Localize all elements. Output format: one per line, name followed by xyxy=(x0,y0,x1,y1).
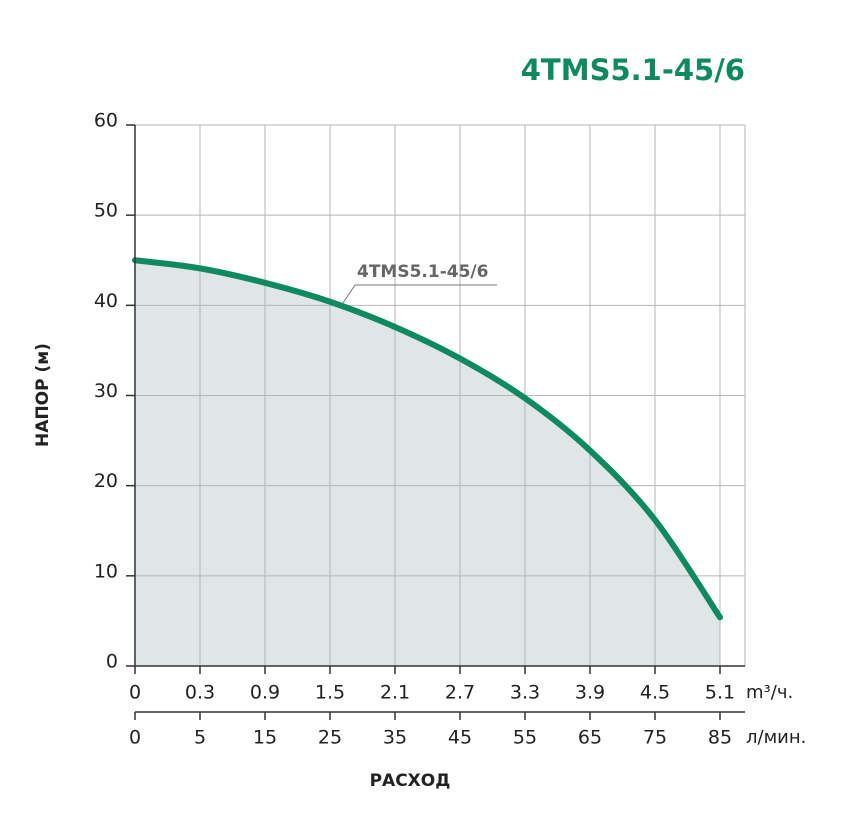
curve-annotation: 4TMS5.1-45/6 xyxy=(357,262,488,282)
x2-tick-label: 35 xyxy=(383,727,407,749)
y-tick-label: 0 xyxy=(106,651,118,673)
x-tick-label: 3.3 xyxy=(510,682,540,704)
area xyxy=(135,260,720,666)
x-tick-label: 5.1 xyxy=(705,682,735,704)
plot-area xyxy=(132,124,746,667)
y-tick-label: 30 xyxy=(94,380,118,402)
y-tick-label: 20 xyxy=(94,470,118,492)
x-unit: m³/ч. xyxy=(746,682,793,703)
y-tick-label: 10 xyxy=(94,560,118,582)
x-tick-label: 4.5 xyxy=(640,682,670,704)
chart-title: 4TMS5.1-45/6 xyxy=(521,53,745,87)
curve xyxy=(132,257,723,621)
x-tick-label: 0.3 xyxy=(185,682,215,704)
y-tick-label: 60 xyxy=(94,110,118,132)
x2-tick-label: 65 xyxy=(578,727,602,749)
x2-tick-label: 15 xyxy=(253,727,277,749)
x2-tick-label: 5 xyxy=(194,727,206,749)
x2-unit: л/мин. xyxy=(746,727,806,748)
x2-tick-label: 75 xyxy=(643,727,667,749)
x2-tick-label: 55 xyxy=(513,727,537,749)
x2-tick-label: 85 xyxy=(708,727,732,749)
x2-tick-label: 45 xyxy=(448,727,472,749)
y-tick-label: 50 xyxy=(94,200,118,222)
x2-tick-label: 25 xyxy=(318,727,342,749)
y-tick-label: 40 xyxy=(94,290,118,312)
x-tick-label: 3.9 xyxy=(575,682,605,704)
annotation-leader xyxy=(342,284,356,304)
x-tick-label: 2.7 xyxy=(445,682,475,704)
x-tick-label: 0 xyxy=(129,682,141,704)
x-tick-label: 2.1 xyxy=(380,682,410,704)
x-axis-label: РАСХОД xyxy=(370,771,451,791)
y-axis-label: НАПОР (м) xyxy=(33,343,53,447)
x-tick-label: 1.5 xyxy=(315,682,345,704)
x-tick-label: 0.9 xyxy=(250,682,280,704)
x2-tick-label: 0 xyxy=(129,727,141,749)
